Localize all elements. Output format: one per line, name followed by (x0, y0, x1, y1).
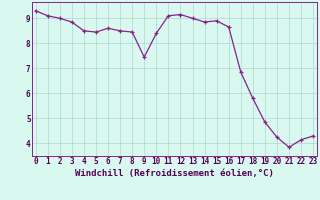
X-axis label: Windchill (Refroidissement éolien,°C): Windchill (Refroidissement éolien,°C) (75, 169, 274, 178)
